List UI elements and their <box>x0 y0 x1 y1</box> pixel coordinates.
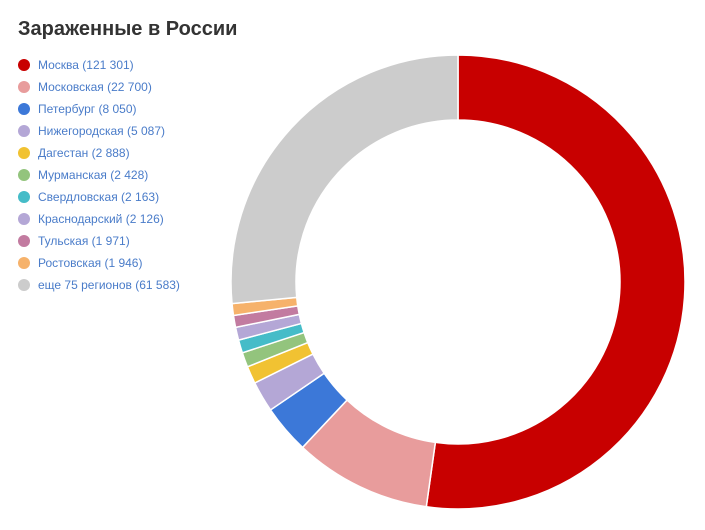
chart-title: Зараженные в России <box>18 18 238 40</box>
legend-marker <box>18 257 30 269</box>
legend-label: Краснодарский (2 126) <box>38 212 164 226</box>
legend-marker <box>18 81 30 93</box>
legend-item[interactable]: Мурманская (2 428) <box>18 164 180 186</box>
legend-label: Ростовская (1 946) <box>38 256 143 270</box>
legend-label: Тульская (1 971) <box>38 234 130 248</box>
legend-item[interactable]: Тульская (1 971) <box>18 230 180 252</box>
legend-label: Петербург (8 050) <box>38 102 137 116</box>
legend-item[interactable]: Свердловская (2 163) <box>18 186 180 208</box>
legend-item[interactable]: Московская (22 700) <box>18 76 180 98</box>
donut-slice[interactable] <box>230 54 459 305</box>
donut-slice[interactable] <box>425 54 686 510</box>
legend-item[interactable]: Нижегородская (5 087) <box>18 120 180 142</box>
legend-label: Дагестан (2 888) <box>38 146 130 160</box>
legend-label: Москва (121 301) <box>38 58 134 72</box>
legend: Москва (121 301) Московская (22 700) Петер… <box>18 54 180 296</box>
legend-label: Мурманская (2 428) <box>38 168 149 182</box>
legend-marker <box>18 125 30 137</box>
legend-marker <box>18 191 30 203</box>
legend-marker <box>18 169 30 181</box>
legend-item[interactable]: Москва (121 301) <box>18 54 180 76</box>
legend-marker <box>18 103 30 115</box>
legend-marker <box>18 59 30 71</box>
legend-item[interactable]: Ростовская (1 946) <box>18 252 180 274</box>
legend-item[interactable]: Петербург (8 050) <box>18 98 180 120</box>
legend-label: Нижегородская (5 087) <box>38 124 165 138</box>
legend-item[interactable]: еще 75 регионов (61 583) <box>18 274 180 296</box>
legend-label: еще 75 регионов (61 583) <box>38 278 180 292</box>
legend-item[interactable]: Дагестан (2 888) <box>18 142 180 164</box>
legend-marker <box>18 213 30 225</box>
legend-item[interactable]: Краснодарский (2 126) <box>18 208 180 230</box>
legend-marker <box>18 147 30 159</box>
legend-label: Свердловская (2 163) <box>38 190 160 204</box>
legend-label: Московская (22 700) <box>38 80 152 94</box>
legend-marker <box>18 235 30 247</box>
legend-marker <box>18 279 30 291</box>
